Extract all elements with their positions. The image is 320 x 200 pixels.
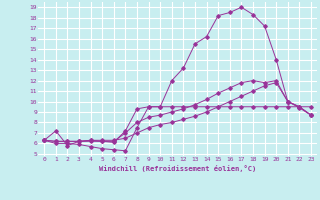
X-axis label: Windchill (Refroidissement éolien,°C): Windchill (Refroidissement éolien,°C) xyxy=(99,165,256,172)
